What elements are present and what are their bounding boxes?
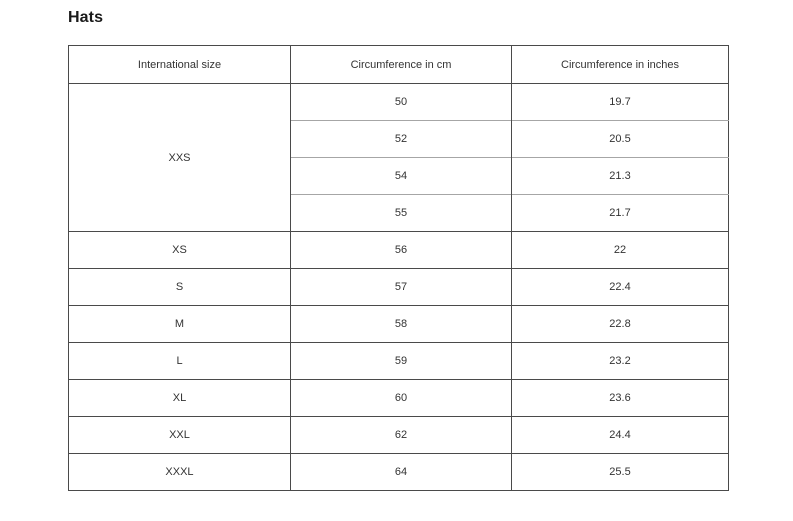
inches-cell: 19.7 bbox=[511, 83, 729, 121]
size-cell: S bbox=[68, 268, 291, 306]
inches-cell: 23.6 bbox=[511, 379, 729, 417]
size-cell: XXS bbox=[68, 83, 291, 232]
size-cell: XS bbox=[68, 231, 291, 269]
size-cell: XXL bbox=[68, 416, 291, 454]
cm-cell: 57 bbox=[290, 268, 512, 306]
table-row: M 58 22.8 bbox=[68, 305, 729, 343]
inches-cell: 25.5 bbox=[511, 453, 729, 491]
inches-cell: 22.4 bbox=[511, 268, 729, 306]
inches-cell: 22.8 bbox=[511, 305, 729, 343]
table-row: 55 21.7 bbox=[69, 194, 729, 232]
table-row: XL 60 23.6 bbox=[68, 379, 729, 417]
page-title: Hats bbox=[68, 9, 104, 26]
table-row: 54 21.3 bbox=[69, 157, 729, 195]
inches-cell: 20.5 bbox=[511, 120, 729, 158]
cm-cell: 54 bbox=[290, 157, 512, 195]
size-cell: L bbox=[68, 342, 291, 380]
header-circumference-inches: Circumference in inches bbox=[511, 45, 729, 84]
inches-cell: 24.4 bbox=[511, 416, 729, 454]
inches-cell: 22 bbox=[511, 231, 729, 269]
cm-cell: 58 bbox=[290, 305, 512, 343]
cm-cell: 59 bbox=[290, 342, 512, 380]
header-international-size: International size bbox=[68, 45, 291, 84]
size-table: International size Circumference in cm C… bbox=[68, 45, 729, 491]
table-row: XS 56 22 bbox=[68, 231, 729, 269]
table-row: L 59 23.2 bbox=[68, 342, 729, 380]
size-table-container: International size Circumference in cm C… bbox=[68, 45, 729, 491]
size-table-body: XXS 50 19.7 52 20.5 54 21.3 55 21.7 XS 56 22 S 57 22.4… bbox=[68, 83, 729, 491]
size-cell: XXXL bbox=[68, 453, 291, 491]
header-row: International size Circumference in cm C… bbox=[68, 45, 729, 84]
inches-cell: 21.3 bbox=[511, 157, 729, 195]
size-cell: M bbox=[68, 305, 291, 343]
cm-cell: 62 bbox=[290, 416, 512, 454]
table-row: 52 20.5 bbox=[69, 120, 729, 158]
table-row: XXL 62 24.4 bbox=[68, 416, 729, 454]
table-row: XXXL 64 25.5 bbox=[68, 453, 729, 491]
inches-cell: 21.7 bbox=[511, 194, 729, 232]
cm-cell: 64 bbox=[290, 453, 512, 491]
cm-cell: 52 bbox=[290, 120, 512, 158]
cm-cell: 60 bbox=[290, 379, 512, 417]
header-circumference-cm: Circumference in cm bbox=[290, 45, 512, 84]
size-cell: XL bbox=[68, 379, 291, 417]
size-table-head: International size Circumference in cm C… bbox=[68, 45, 729, 84]
cm-cell: 50 bbox=[290, 83, 512, 121]
cm-cell: 55 bbox=[290, 194, 512, 232]
table-row: XXS 50 19.7 bbox=[68, 83, 729, 232]
table-row: S 57 22.4 bbox=[68, 268, 729, 306]
inches-cell: 23.2 bbox=[511, 342, 729, 380]
cm-cell: 56 bbox=[290, 231, 512, 269]
